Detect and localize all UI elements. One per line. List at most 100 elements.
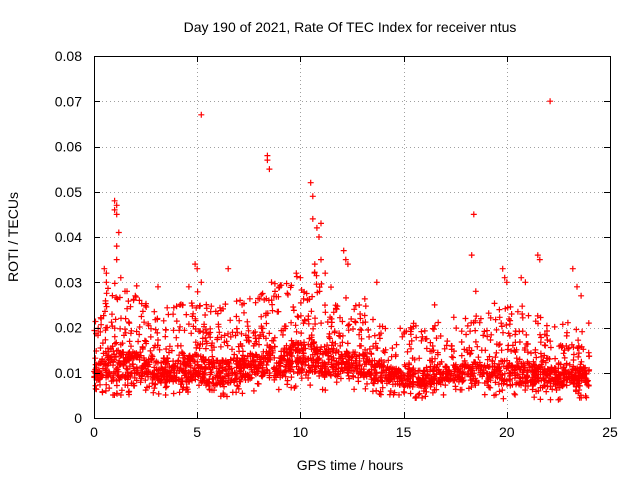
data-point	[117, 274, 124, 281]
data-point	[105, 373, 111, 380]
data-point	[490, 373, 496, 379]
data-point	[126, 320, 133, 327]
data-point	[99, 365, 106, 372]
data-point	[173, 334, 180, 341]
data-point	[333, 305, 340, 312]
data-point	[408, 337, 415, 344]
data-point	[142, 387, 149, 394]
data-point	[524, 358, 531, 365]
data-point	[177, 381, 184, 388]
data-point	[255, 380, 262, 387]
data-point	[419, 394, 426, 401]
data-point	[147, 347, 154, 354]
data-point	[251, 369, 258, 376]
data-point	[101, 265, 108, 272]
data-point	[464, 322, 471, 329]
data-point	[494, 370, 501, 377]
data-point	[301, 339, 307, 346]
data-point	[313, 272, 320, 279]
data-point	[408, 345, 414, 352]
data-point	[339, 318, 346, 325]
data-point	[194, 372, 201, 379]
data-point	[128, 343, 134, 350]
data-point	[200, 354, 206, 360]
data-point	[385, 357, 392, 364]
data-point	[233, 298, 240, 305]
data-point	[535, 387, 542, 394]
data-point	[245, 327, 252, 334]
data-point	[248, 362, 255, 369]
data-point	[498, 320, 505, 327]
data-point	[396, 391, 402, 398]
data-point	[124, 382, 131, 389]
data-point	[183, 378, 190, 385]
data-point	[492, 379, 499, 386]
data-point	[519, 303, 526, 310]
data-point	[458, 328, 465, 335]
data-point	[154, 315, 161, 322]
data-point	[575, 337, 582, 344]
data-point	[363, 359, 369, 366]
data-point	[182, 363, 189, 370]
data-point	[229, 369, 236, 376]
data-point	[200, 375, 207, 382]
data-point	[122, 329, 129, 336]
data-point	[179, 301, 186, 308]
data-point	[120, 361, 127, 368]
data-point	[235, 343, 242, 350]
data-point	[194, 265, 201, 272]
data-point	[458, 339, 465, 345]
data-point	[496, 375, 503, 382]
y-axis-ticks: 0 0.01 0.02 0.03 0.04 0.05 0.06 0.07 0.08	[55, 48, 610, 426]
data-point	[366, 346, 373, 352]
data-point	[133, 364, 140, 371]
data-point	[313, 281, 320, 288]
data-point	[467, 350, 474, 357]
data-point	[285, 291, 291, 298]
data-point	[166, 343, 173, 350]
data-point	[512, 349, 519, 355]
data-point	[297, 274, 304, 281]
data-point	[241, 309, 247, 316]
data-point	[210, 357, 217, 364]
data-point	[546, 368, 553, 375]
data-point	[423, 375, 429, 382]
data-point	[300, 350, 307, 357]
data-point	[476, 319, 483, 326]
data-point	[113, 390, 120, 397]
data-point	[151, 308, 158, 315]
data-point	[185, 283, 192, 290]
data-point	[176, 327, 183, 334]
data-point	[220, 305, 226, 312]
data-point	[218, 379, 225, 386]
data-point	[114, 366, 121, 373]
data-point	[486, 384, 492, 391]
data-point	[270, 337, 277, 344]
data-point	[154, 329, 161, 336]
data-point	[256, 341, 262, 348]
data-point	[444, 338, 451, 345]
data-point	[429, 325, 436, 332]
data-point	[339, 332, 346, 339]
data-point	[246, 295, 253, 302]
data-point	[472, 338, 479, 345]
data-point	[156, 346, 163, 353]
data-point	[99, 340, 106, 347]
data-point	[288, 319, 295, 326]
data-point	[255, 365, 262, 372]
data-point	[472, 288, 479, 295]
data-point	[185, 389, 191, 395]
data-point	[130, 296, 137, 303]
data-point	[166, 376, 173, 383]
data-point	[525, 312, 532, 319]
data-point	[532, 362, 539, 369]
data-point	[552, 365, 559, 372]
data-point	[500, 363, 507, 370]
y-tick-label: 0.04	[55, 229, 82, 245]
data-point	[128, 327, 135, 334]
data-point	[223, 338, 230, 345]
data-point	[338, 364, 345, 371]
data-point	[337, 375, 344, 382]
data-point	[384, 363, 391, 370]
data-point	[447, 376, 454, 383]
